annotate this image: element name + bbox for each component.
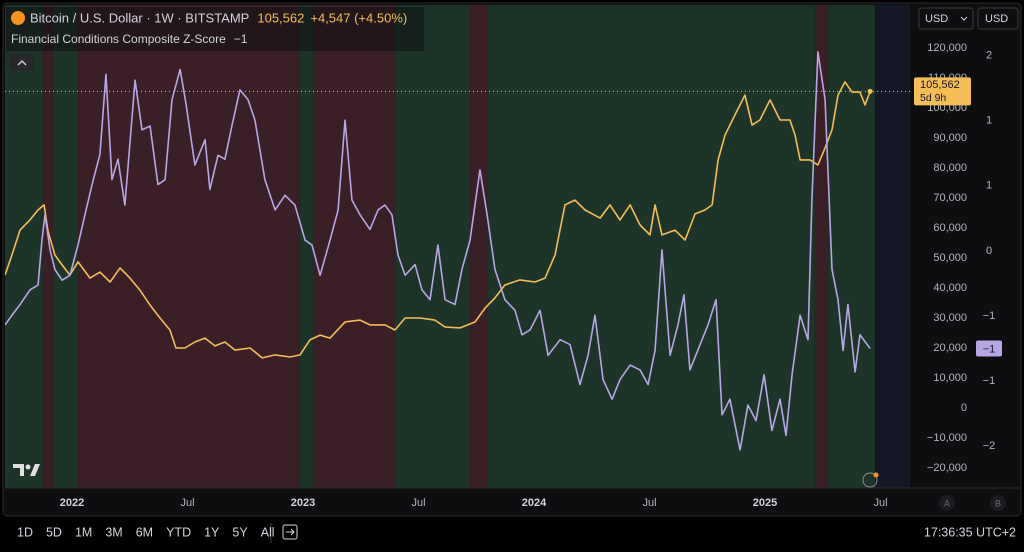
x-tick-label: 2022 <box>60 497 84 509</box>
price-badge-label: 105,562 <box>920 79 960 91</box>
y-tick-label: 0 <box>961 402 967 414</box>
x-tick-label: 2025 <box>753 497 777 509</box>
z-badge-label: −1 <box>983 343 996 355</box>
symbol-icon <box>11 11 25 25</box>
clock[interactable]: 17:36:35 UTC+2 <box>924 525 1016 539</box>
y-tick-label: 10,000 <box>933 372 967 384</box>
legend-backdrop <box>6 7 424 51</box>
regime-band <box>470 5 489 488</box>
regime-band <box>53 5 78 488</box>
y2-tick-label: −1 <box>983 310 996 322</box>
auto-scale-label: A <box>944 498 950 508</box>
b-label: B <box>995 498 1001 508</box>
x-tick-label: Jul <box>411 497 425 509</box>
y-tick-label: 80,000 <box>933 162 967 174</box>
logo-part <box>25 464 31 470</box>
range-button[interactable]: 6M <box>136 525 153 539</box>
indicator-value: −1 <box>234 32 248 46</box>
b-button[interactable] <box>990 495 1006 511</box>
regime-band <box>312 5 395 488</box>
y-tick-label: 30,000 <box>933 312 967 324</box>
regime-band <box>828 5 875 488</box>
range-button[interactable]: 1Y <box>204 525 220 539</box>
y-tick-label: −20,000 <box>927 462 967 474</box>
range-button[interactable]: 3M <box>105 525 122 539</box>
regime-band <box>394 5 471 488</box>
date-range-icon[interactable] <box>282 524 298 540</box>
range-button[interactable]: 5D <box>46 525 62 539</box>
regime-band <box>77 5 300 488</box>
x-tick-label: Jul <box>873 497 887 509</box>
range-button[interactable]: YTD <box>166 525 191 539</box>
x-tick-label: 2024 <box>522 497 547 509</box>
auto-scale-button[interactable] <box>939 495 955 511</box>
regime-band <box>814 5 829 488</box>
collapse-button[interactable] <box>10 54 34 71</box>
bands <box>5 5 875 488</box>
y-tick-label: 90,000 <box>933 132 967 144</box>
series-line <box>5 81 871 359</box>
y-tick-label: 60,000 <box>933 222 967 234</box>
logo-part <box>30 464 40 476</box>
regime-band <box>299 5 313 488</box>
y2-tick-label: −1 <box>983 375 996 387</box>
y-tick-label: 50,000 <box>933 252 967 264</box>
currency-dropdown[interactable] <box>918 7 974 30</box>
last-point <box>867 88 873 94</box>
y-tick-label: 40,000 <box>933 282 967 294</box>
range-button[interactable]: All <box>261 525 275 539</box>
regime-band <box>5 5 43 488</box>
last-price: 105,562 <box>257 10 304 25</box>
replay-icon[interactable] <box>862 472 878 488</box>
future-area <box>875 5 910 488</box>
currency-dropdown-label: USD <box>925 13 948 25</box>
x-tick-label: 2023 <box>291 497 315 509</box>
logo <box>13 464 40 476</box>
series-line <box>5 51 871 451</box>
y2-tick-label: 1 <box>986 115 992 127</box>
y2-tick-label: 0 <box>986 245 992 257</box>
y2-tick-label: 1 <box>986 180 992 192</box>
y2-tick-label: 2 <box>986 50 992 62</box>
range-button[interactable]: 1M <box>75 525 92 539</box>
date-range-arrow <box>286 528 295 536</box>
toolbar: 17:36:35 UTC+2 1D 5D 1M 3M 6M YTD 1Y 5Y All <box>17 523 1016 543</box>
logo-part <box>13 464 24 476</box>
z-badge <box>976 340 1002 357</box>
currency-button-label: USD <box>985 13 1008 25</box>
range-button[interactable]: 5Y <box>232 525 248 539</box>
x-tick-label: Jul <box>642 497 656 509</box>
dropdown-chevron <box>960 16 968 21</box>
y-tick-label: −10,000 <box>927 432 967 444</box>
currency-button[interactable] <box>977 7 1019 30</box>
regime-band <box>488 5 815 488</box>
y-tick-label: 70,000 <box>933 192 967 204</box>
y2-tick-label: −2 <box>983 440 996 452</box>
price-change: +4,547 (+4.50%) <box>310 10 407 25</box>
indicator-title[interactable]: Financial Conditions Composite Z-Score <box>11 32 226 46</box>
replay-dot <box>873 472 879 478</box>
y-tick-label: 120,000 <box>927 42 967 54</box>
plot-area <box>5 51 910 451</box>
price-badge <box>914 77 971 106</box>
x-tick-label: Jul <box>180 497 194 509</box>
symbol-title[interactable]: Bitcoin / U.S. Dollar · 1W · BITSTAMP <box>30 10 249 25</box>
collapse-icon <box>17 60 27 66</box>
y-tick-label: 20,000 <box>933 342 967 354</box>
range-button[interactable]: 1D <box>17 525 33 539</box>
price-badge-countdown: 5d 9h <box>920 92 946 104</box>
regime-band <box>42 5 54 488</box>
